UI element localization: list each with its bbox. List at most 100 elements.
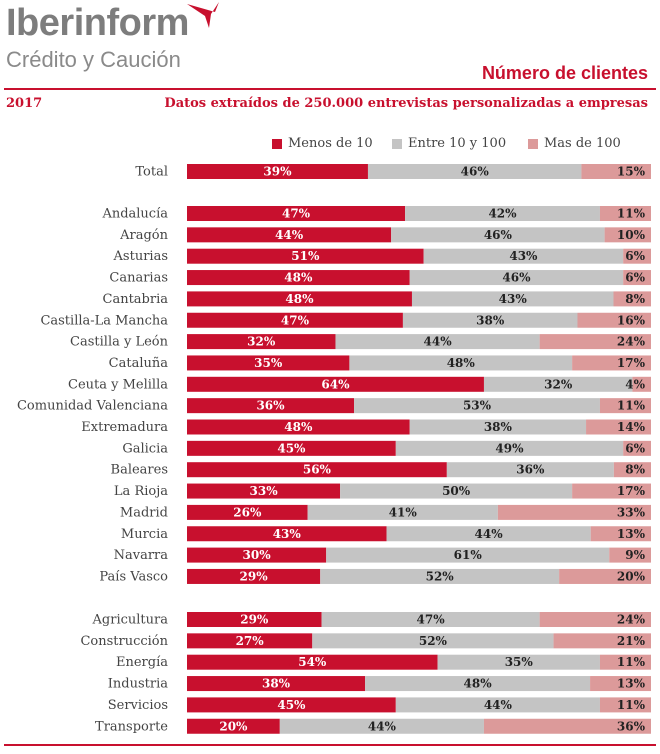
category-label: Asturias bbox=[113, 249, 168, 264]
bar-segment-medium bbox=[321, 612, 540, 627]
data-label-large: 36% bbox=[617, 719, 646, 733]
bar-segment-small bbox=[187, 483, 341, 499]
data-label-small: 20% bbox=[219, 719, 248, 733]
chart-subtitle: Datos extraídos de 250.000 entrevistas p… bbox=[164, 96, 648, 111]
data-label-small: 27% bbox=[236, 634, 265, 648]
data-label-large: 11% bbox=[617, 655, 646, 669]
legend-item-small: Menos de 10 bbox=[272, 136, 373, 151]
data-label-large: 17% bbox=[617, 484, 646, 498]
data-label-small: 33% bbox=[250, 484, 279, 498]
data-label-small: 45% bbox=[277, 698, 306, 712]
top-divider bbox=[4, 88, 656, 90]
data-label-large: 13% bbox=[617, 677, 646, 691]
data-label-medium: 48% bbox=[464, 677, 493, 691]
bar-segment-small bbox=[187, 633, 313, 649]
bar-segment-large bbox=[572, 483, 651, 499]
category-label: Servicios bbox=[108, 698, 168, 713]
data-label-large: 6% bbox=[625, 271, 645, 285]
bar-segment-large bbox=[599, 654, 651, 670]
data-label-small: 64% bbox=[321, 377, 350, 391]
data-label-small: 26% bbox=[233, 505, 262, 519]
data-label-medium: 36% bbox=[516, 463, 545, 477]
data-label-small: 38% bbox=[262, 677, 291, 691]
legend-label-medium: Entre 10 y 100 bbox=[408, 136, 507, 151]
bar-segment-medium bbox=[411, 291, 614, 307]
bar-segment-medium bbox=[402, 312, 578, 328]
bar-segment-medium bbox=[349, 355, 573, 371]
bar-segment-medium bbox=[423, 248, 624, 264]
category-label: Baleares bbox=[111, 463, 168, 478]
bar-segment-small bbox=[187, 164, 368, 179]
bar-segment-large bbox=[623, 248, 651, 264]
bar-segment-large bbox=[586, 419, 651, 435]
data-label-medium: 38% bbox=[476, 313, 505, 327]
bar-segment-medium bbox=[409, 419, 587, 435]
data-label-medium: 44% bbox=[424, 335, 453, 349]
data-label-small: 45% bbox=[277, 441, 306, 455]
bar-segment-small bbox=[187, 718, 280, 734]
bar-segment-small bbox=[187, 504, 308, 520]
data-label-small: 39% bbox=[263, 165, 292, 179]
category-label: La Rioja bbox=[114, 484, 168, 499]
data-label-medium: 44% bbox=[368, 719, 397, 733]
data-label-large: 6% bbox=[625, 249, 645, 263]
data-label-medium: 42% bbox=[488, 207, 517, 221]
bar-segment-large bbox=[599, 697, 651, 713]
data-label-medium: 52% bbox=[419, 634, 448, 648]
data-label-small: 47% bbox=[282, 207, 311, 221]
legend-swatch-small bbox=[272, 138, 282, 149]
data-label-large: 10% bbox=[617, 228, 646, 242]
data-label-small: 48% bbox=[285, 292, 314, 306]
bar-segment-medium bbox=[483, 376, 633, 392]
category-label: Cantabria bbox=[103, 292, 169, 307]
category-label: Ceuta y Melilla bbox=[68, 377, 168, 392]
bar-segment-large bbox=[497, 504, 651, 520]
bar-segment-medium bbox=[405, 206, 600, 221]
bar-segment-medium bbox=[307, 504, 498, 520]
data-label-medium: 44% bbox=[475, 527, 504, 541]
data-label-small: 36% bbox=[256, 399, 285, 413]
brand-logo-subtitle: Crédito y Caución bbox=[6, 47, 181, 72]
category-label: Transporte bbox=[95, 719, 168, 734]
bar-segment-large bbox=[632, 376, 651, 392]
bar-segment-large bbox=[539, 612, 651, 627]
bar-segment-medium bbox=[312, 633, 554, 649]
bar-segment-large bbox=[572, 355, 651, 371]
data-label-small: 44% bbox=[275, 228, 304, 242]
data-label-medium: 47% bbox=[417, 613, 446, 627]
data-label-small: 29% bbox=[240, 613, 269, 627]
data-label-medium: 52% bbox=[426, 569, 455, 583]
legend-label-small: Menos de 10 bbox=[288, 136, 373, 151]
bar-segment-large bbox=[590, 676, 651, 692]
data-label-medium: 41% bbox=[389, 505, 418, 519]
data-label-small: 48% bbox=[284, 420, 313, 434]
data-label-large: 20% bbox=[617, 569, 646, 583]
bar-segment-small bbox=[187, 547, 327, 563]
legend-swatch-medium bbox=[392, 138, 402, 149]
category-label: Industria bbox=[108, 677, 168, 692]
bar-segment-small bbox=[187, 440, 396, 456]
data-label-small: 54% bbox=[298, 655, 327, 669]
chart-title: Número de clientes bbox=[481, 63, 648, 83]
year-label: 2017 bbox=[6, 96, 43, 111]
data-label-medium: 50% bbox=[442, 484, 471, 498]
category-label: Canarias bbox=[109, 271, 168, 286]
data-label-medium: 35% bbox=[505, 655, 534, 669]
category-label: Total bbox=[135, 165, 168, 180]
bar-segment-medium bbox=[395, 440, 624, 456]
category-label: Aragón bbox=[119, 228, 169, 243]
data-label-small: 43% bbox=[273, 527, 302, 541]
bar-segment-large bbox=[577, 312, 651, 328]
bar-segment-large bbox=[623, 270, 651, 286]
data-label-large: 11% bbox=[617, 399, 646, 413]
data-label-large: 24% bbox=[617, 335, 646, 349]
category-label: Cataluña bbox=[109, 356, 169, 371]
bar-segment-small bbox=[187, 312, 403, 328]
data-label-medium: 49% bbox=[495, 441, 524, 455]
data-label-large: 13% bbox=[617, 527, 646, 541]
bar-segment-large bbox=[599, 206, 651, 221]
category-label: Energía bbox=[116, 655, 168, 670]
bar-segment-large bbox=[553, 633, 651, 649]
category-label: Murcia bbox=[121, 527, 168, 542]
bar-segment-small bbox=[187, 697, 396, 713]
